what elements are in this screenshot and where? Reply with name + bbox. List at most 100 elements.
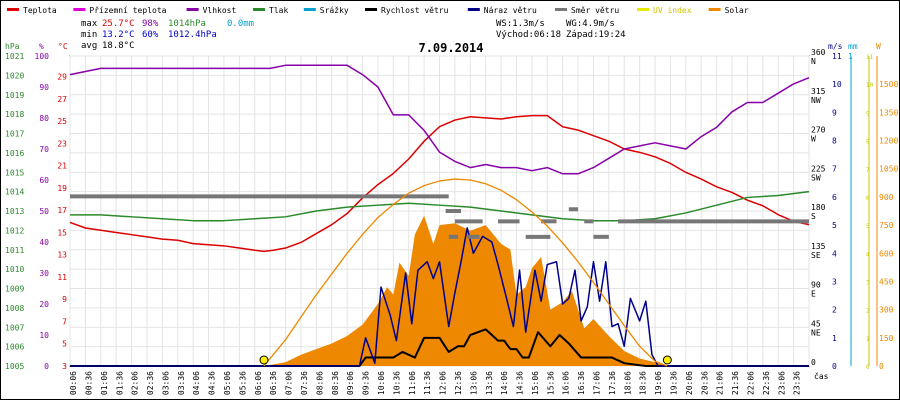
tick-time: 20:36 (700, 371, 709, 395)
stats-avg-temp: 18.8°C (102, 41, 135, 51)
tick-hpa: 1011 (5, 246, 24, 255)
tick-time: 05:36 (238, 371, 247, 395)
tick-time: 06:06 (254, 371, 263, 395)
stats-max-press: 1014hPa (168, 19, 206, 29)
stats-min-hum: 60% (142, 30, 159, 40)
tick-time: 16:36 (577, 371, 586, 395)
tick-time: 13:06 (469, 371, 478, 395)
tick-w: 0 (879, 362, 884, 371)
tick-w: 600 (879, 249, 894, 258)
tick-time: 13:36 (485, 371, 494, 395)
series-solar-area (263, 215, 668, 366)
tick-hpa: 1005 (5, 362, 24, 371)
tick-time: 23:06 (777, 371, 786, 395)
tick-dir-deg: 0 (811, 358, 816, 367)
tick-temp: 13 (57, 251, 67, 260)
legend-swatch (365, 8, 377, 11)
sunset-time: Západ:19:24 (566, 30, 626, 40)
tick-dir-deg: 315 (811, 87, 826, 96)
stats-max-temp: 25.7°C (102, 19, 135, 29)
tick-time: 00:36 (84, 371, 93, 395)
tick-uv: 0 (866, 364, 870, 371)
tick-pct: 80 (39, 114, 49, 123)
legend-label-6: Náraz větru (484, 6, 537, 15)
tick-time: 23:36 (793, 371, 802, 395)
tick-temp: 7 (62, 317, 67, 326)
series-line-4 (70, 227, 809, 367)
tick-time: 12:06 (439, 371, 448, 395)
tick-w: 1200 (879, 137, 898, 146)
tick-time: 21:36 (731, 371, 740, 395)
tick-time: 02:36 (146, 371, 155, 395)
stats-avg-label: avg (81, 41, 97, 51)
tick-time: 12:36 (454, 371, 463, 395)
tick-hpa: 1012 (5, 226, 24, 235)
tick-w: 1350 (879, 108, 898, 117)
legend-label-3: Tlak (269, 6, 288, 15)
wind-info-block: WS:1.3m/s WG:4.9m/s Východ:06:18 Západ:1… (496, 19, 626, 40)
tick-time: 17:36 (608, 371, 617, 395)
wind-ws: WS:1.3m/s (496, 19, 545, 29)
tick-temp: 19 (57, 184, 67, 193)
tick-temp: 11 (57, 273, 67, 282)
legend-label-8: UV index (653, 6, 692, 15)
legend-label-9: Solar (725, 6, 749, 15)
tick-hpa: 1006 (5, 343, 24, 352)
tick-dir-name: NW (811, 96, 821, 105)
tick-time: 08:36 (331, 371, 340, 395)
tick-w: 900 (879, 193, 894, 202)
tick-temp: 17 (57, 206, 67, 215)
tick-pct: 30 (39, 269, 49, 278)
tick-uv: 9 (866, 110, 870, 117)
tick-time: 22:36 (762, 371, 771, 395)
tick-dir-name: E (811, 290, 816, 299)
tick-time: 04:06 (192, 371, 201, 395)
tick-uv: 11 (866, 54, 874, 61)
tick-ms: 6 (832, 193, 837, 202)
tick-hpa: 1019 (5, 91, 24, 100)
legend-swatch (73, 8, 86, 11)
chart-legend: Teplota Přízemní teplota Vlhkost Tlak Srážky… (7, 6, 749, 15)
tick-temp: 27 (57, 95, 67, 104)
tick-ms: 5 (832, 221, 837, 230)
tick-dir-name: SE (811, 251, 821, 260)
time-axis-ticks: 00:06 00:36 01:06 01:36 02:06 02:36 03:06 03:36… (69, 371, 802, 395)
tick-time: 09:36 (362, 371, 371, 395)
tick-time: 10:06 (377, 371, 386, 395)
left-axis-ticks: 1021102010191018101710161015101410131012… (5, 52, 67, 371)
legend-swatch (186, 8, 199, 11)
tick-time: 11:06 (408, 371, 417, 395)
tick-dir-deg: 360 (811, 48, 826, 57)
tick-temp: 5 (62, 340, 67, 349)
tick-temp: 23 (57, 139, 67, 148)
unit-degc: °C (58, 42, 68, 51)
stats-min-label: min (81, 30, 97, 40)
sun-markers (259, 355, 672, 365)
legend-swatch (253, 8, 265, 11)
tick-mm: 1 (848, 52, 853, 61)
unit-pct: % (39, 42, 44, 51)
tick-uv: 6 (866, 195, 870, 202)
tick-ms: 0 (832, 362, 837, 371)
tick-hpa: 1014 (5, 188, 24, 197)
tick-time: 14:06 (500, 371, 509, 395)
tick-dir-deg: 135 (811, 242, 826, 251)
tick-w: 1050 (879, 165, 898, 174)
unit-cas: čas (814, 371, 829, 381)
tick-time: 10:36 (392, 371, 401, 395)
tick-pct: 20 (39, 300, 49, 309)
tick-time: 01:36 (115, 371, 124, 395)
series-line-7 (263, 178, 668, 367)
tick-dir-deg: 270 (811, 126, 826, 135)
tick-temp: 21 (57, 162, 67, 171)
tick-time: 18:36 (639, 371, 648, 395)
tick-time: 03:36 (177, 371, 186, 395)
right-axis-ticks: 360N315NW270W225SW180S135SE90E45NE011109… (811, 48, 898, 371)
tick-hpa: 1016 (5, 149, 24, 158)
tick-time: 00:06 (69, 371, 78, 395)
tick-pct: 90 (39, 83, 49, 92)
tick-uv: 8 (866, 139, 870, 146)
stats-max-label: max (81, 19, 98, 29)
